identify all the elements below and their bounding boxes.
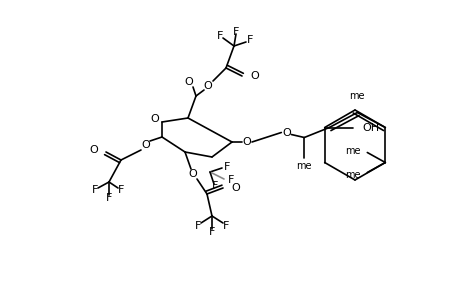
Text: OH: OH	[362, 122, 379, 133]
Text: F: F	[92, 185, 98, 195]
Text: me: me	[296, 160, 311, 170]
Text: O: O	[203, 81, 212, 91]
Text: O: O	[141, 140, 150, 150]
Text: me: me	[345, 146, 360, 155]
Text: F: F	[195, 221, 201, 231]
Text: F: F	[224, 162, 230, 172]
Text: F: F	[106, 193, 112, 203]
Text: F: F	[228, 175, 234, 185]
Text: O: O	[249, 71, 258, 81]
Text: O: O	[281, 128, 290, 137]
Text: O: O	[242, 137, 251, 147]
Text: F: F	[211, 181, 218, 191]
Text: F: F	[222, 221, 229, 231]
Text: O: O	[89, 145, 98, 155]
Text: F: F	[216, 31, 223, 41]
Text: me: me	[345, 169, 360, 179]
Text: O: O	[150, 114, 159, 124]
Text: O: O	[230, 183, 239, 193]
Text: F: F	[118, 185, 124, 195]
Text: O: O	[184, 77, 193, 87]
Text: O: O	[188, 169, 197, 179]
Text: F: F	[232, 27, 239, 37]
Text: F: F	[246, 35, 252, 45]
Text: me: me	[348, 91, 364, 101]
Text: F: F	[208, 227, 215, 237]
